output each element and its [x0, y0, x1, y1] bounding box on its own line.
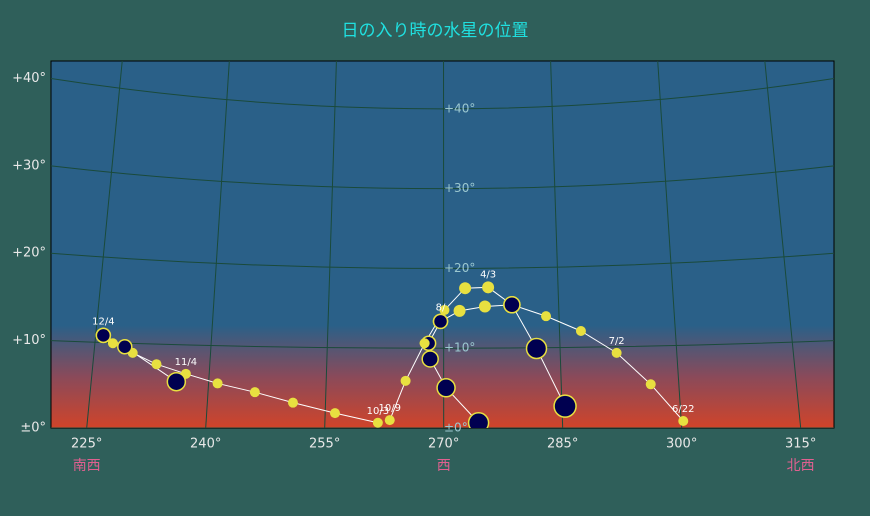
direction-label: 南西 — [73, 458, 101, 474]
mercury-marker — [330, 408, 341, 419]
mercury-marker — [439, 305, 450, 316]
plot-area — [50, 60, 835, 429]
center-tick-label: ±0° — [444, 421, 468, 435]
mercury-marker — [421, 350, 439, 368]
grid-line — [86, 61, 123, 428]
y-tick-label: ±0° — [20, 421, 46, 436]
mercury-marker — [482, 281, 495, 294]
labels: ±0° +10° +20° +30° +40° ±0° +10° +20° +30° +40° 22… — [12, 71, 816, 474]
mercury-marker — [95, 327, 112, 344]
grid — [51, 61, 834, 428]
mercury-marker — [478, 300, 491, 313]
mercury-marker — [436, 378, 456, 398]
mercury-marker — [384, 415, 395, 426]
grid-line — [51, 340, 834, 349]
mercury-marker — [419, 338, 430, 349]
grid-line — [764, 61, 802, 428]
mercury-marker — [525, 337, 548, 360]
x-tick-label: 240° — [190, 437, 221, 452]
mercury-marker — [151, 359, 162, 370]
mercury-marker — [117, 338, 133, 355]
x-tick-label: 255° — [309, 437, 340, 452]
mercury-marker — [553, 394, 577, 418]
mercury-marker — [432, 313, 449, 330]
date-label: 10/3 — [367, 406, 389, 417]
chart-title: 日の入り時の水星の位置 — [342, 21, 529, 41]
mercury-marker — [453, 304, 466, 317]
center-tick-label: +30° — [444, 181, 475, 195]
grid-line — [324, 61, 337, 428]
date-label: 12/4 — [92, 316, 114, 327]
y-tick-label: +20° — [12, 246, 46, 261]
mercury-marker — [400, 375, 411, 386]
mercury-marker — [287, 397, 298, 408]
date-label: 7/2 — [609, 336, 625, 347]
grid-line — [205, 61, 230, 428]
mercury-marker — [212, 378, 223, 389]
date-label: 4/3 — [480, 269, 496, 280]
center-tick-label: +40° — [444, 101, 475, 115]
x-tick-label: 300° — [666, 437, 697, 452]
mercury-marker — [467, 412, 490, 428]
mercury-marker — [372, 417, 383, 428]
mercury-marker — [575, 326, 586, 337]
mercury-marker — [503, 296, 521, 314]
y-tick-label: +10° — [12, 333, 46, 348]
date-label: 11/4 — [175, 357, 197, 368]
direction-label: 西 — [437, 458, 451, 474]
x-tick-label: 270° — [428, 437, 459, 452]
grid-line — [51, 77, 834, 110]
direction-label: 北西 — [787, 458, 815, 474]
mercury-marker — [166, 371, 187, 392]
mercury-marker — [107, 338, 118, 349]
grid-line — [657, 61, 683, 428]
date-label: 6/22 — [672, 404, 694, 415]
x-tick-label: 225° — [71, 437, 102, 452]
y-tick-label: +30° — [12, 158, 46, 173]
center-tick-label: +20° — [444, 261, 475, 275]
mercury-marker — [249, 387, 260, 398]
mercury-marker — [459, 282, 472, 295]
grid-line — [51, 165, 834, 190]
date-label: 8/ — [436, 302, 446, 313]
date-label: 10/9 — [379, 403, 401, 414]
mercury-marker — [645, 379, 656, 390]
grid-line — [550, 61, 564, 428]
mercury-marker — [611, 347, 622, 358]
mercury-marker — [678, 416, 689, 427]
data: 7/2 6/22 4/3 8/10/910/3 11/4 12/4 — [92, 269, 695, 428]
y-tick-label: +40° — [12, 71, 46, 86]
x-tick-label: 285° — [547, 437, 578, 452]
grid-line — [51, 252, 834, 269]
mercury-marker — [541, 311, 552, 322]
center-tick-label: +10° — [444, 341, 475, 355]
x-tick-label: 315° — [785, 437, 816, 452]
